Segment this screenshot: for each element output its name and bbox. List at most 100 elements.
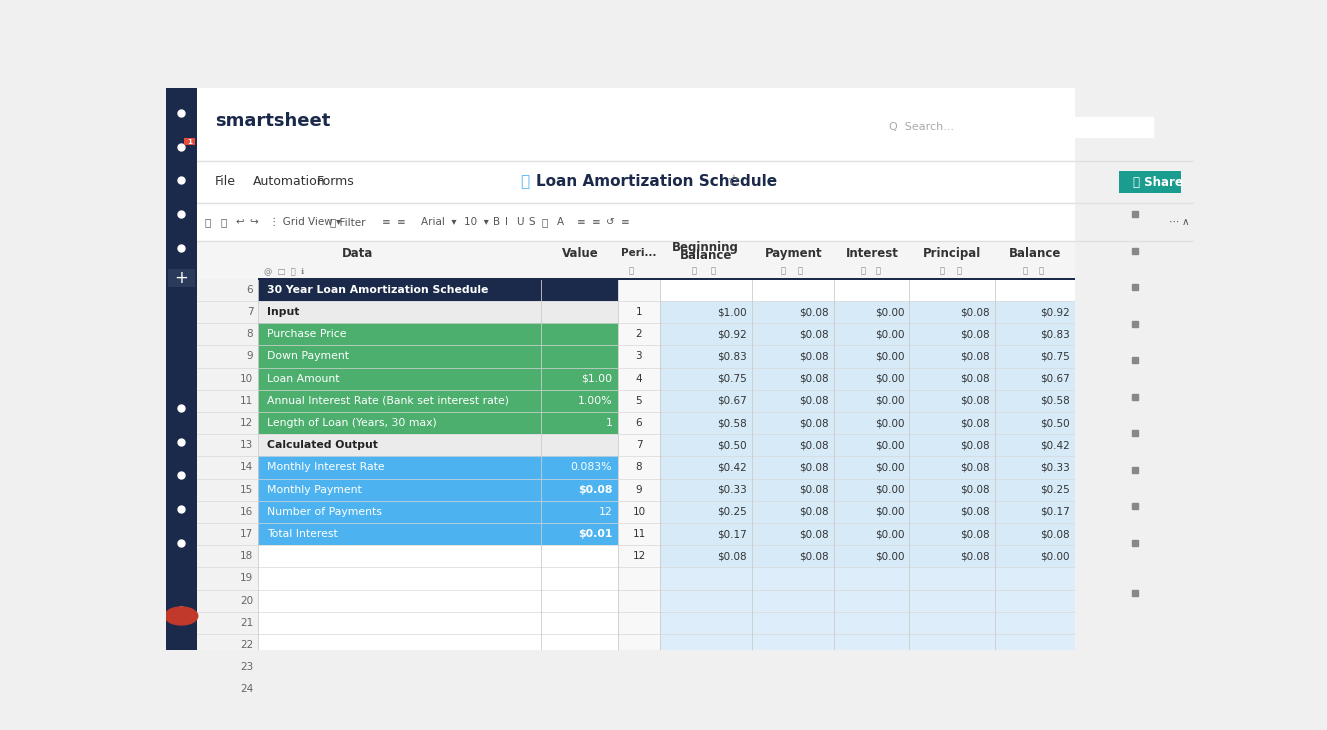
Text: ⎘: ⎘: [204, 217, 211, 227]
Text: Value: Value: [561, 247, 598, 260]
Text: Arial  ▾: Arial ▾: [421, 217, 456, 227]
Bar: [660, 434, 752, 456]
Text: 12: 12: [633, 551, 645, 561]
Bar: [618, 590, 660, 612]
Bar: [752, 456, 835, 479]
Bar: [995, 323, 1075, 345]
Text: $0.17: $0.17: [717, 529, 747, 539]
Bar: [259, 545, 541, 567]
Bar: [752, 590, 835, 612]
Text: 4: 4: [636, 374, 642, 384]
Bar: [541, 656, 618, 678]
Text: B: B: [492, 217, 500, 227]
Bar: [196, 279, 259, 301]
Bar: [909, 567, 995, 590]
Bar: [541, 345, 618, 367]
Text: 🔒: 🔒: [780, 266, 786, 276]
Text: $0.25: $0.25: [717, 507, 747, 517]
Bar: [618, 434, 660, 456]
Text: ≡: ≡: [577, 217, 587, 227]
Bar: [259, 279, 1075, 650]
Bar: [259, 678, 541, 701]
Text: Q  Search...: Q Search...: [889, 122, 954, 132]
Bar: [835, 367, 909, 390]
Bar: [541, 612, 618, 634]
Text: Input: Input: [267, 307, 299, 317]
Bar: [835, 612, 909, 634]
Bar: [909, 412, 995, 434]
Bar: [835, 678, 909, 701]
Text: 🔒: 🔒: [1023, 266, 1028, 276]
Text: Interest: Interest: [845, 247, 898, 260]
Text: Automation: Automation: [253, 175, 326, 188]
Text: ↺: ↺: [606, 217, 614, 227]
Bar: [995, 656, 1075, 678]
Bar: [541, 523, 618, 545]
Bar: [196, 161, 1194, 203]
Text: $0.50: $0.50: [1040, 418, 1070, 428]
Text: ≡: ≡: [382, 217, 390, 227]
Bar: [541, 390, 618, 412]
Text: U: U: [516, 217, 524, 227]
Bar: [835, 501, 909, 523]
Circle shape: [165, 607, 198, 625]
Text: Beginning: Beginning: [673, 241, 739, 254]
Bar: [196, 279, 259, 650]
Bar: [196, 634, 259, 656]
Bar: [909, 656, 995, 678]
Bar: [259, 479, 541, 501]
Text: $0.08: $0.08: [1040, 529, 1070, 539]
Bar: [995, 390, 1075, 412]
Text: 21: 21: [240, 618, 253, 628]
Bar: [196, 412, 259, 434]
Bar: [541, 412, 618, 434]
Text: $0.00: $0.00: [874, 329, 904, 339]
Bar: [1075, 88, 1194, 650]
Bar: [196, 612, 259, 634]
Text: $0.58: $0.58: [1040, 396, 1070, 406]
Text: $0.08: $0.08: [800, 307, 829, 317]
Text: 18: 18: [240, 551, 253, 561]
Bar: [259, 634, 541, 656]
Bar: [752, 479, 835, 501]
Bar: [196, 567, 259, 590]
Text: Total Interest: Total Interest: [267, 529, 337, 539]
Text: 9: 9: [636, 485, 642, 495]
Text: 3: 3: [636, 351, 642, 361]
Text: 23: 23: [240, 662, 253, 672]
Bar: [835, 434, 909, 456]
Text: $0.50: $0.50: [718, 440, 747, 450]
Text: $0.08: $0.08: [718, 551, 747, 561]
Bar: [618, 323, 660, 345]
Bar: [259, 434, 541, 456]
Text: 1: 1: [187, 139, 192, 145]
Bar: [184, 138, 195, 145]
Bar: [835, 456, 909, 479]
Text: @  □  📎  ℹ: @ □ 📎 ℹ: [264, 266, 304, 276]
Bar: [752, 634, 835, 656]
Bar: [259, 523, 541, 545]
Text: $0.08: $0.08: [800, 462, 829, 472]
Bar: [196, 279, 259, 650]
Bar: [196, 523, 259, 545]
Text: ↪: ↪: [249, 217, 257, 227]
Bar: [541, 567, 618, 590]
Text: 🔒: 🔒: [691, 266, 697, 276]
Text: 6: 6: [247, 285, 253, 295]
Bar: [259, 656, 541, 678]
Bar: [660, 479, 752, 501]
Bar: [166, 88, 196, 650]
Bar: [259, 567, 541, 590]
Text: 🖶: 🖶: [220, 217, 227, 227]
Bar: [541, 323, 618, 345]
Bar: [909, 434, 995, 456]
Bar: [196, 656, 259, 678]
Text: Forms: Forms: [317, 175, 354, 188]
Text: $0.67: $0.67: [1040, 374, 1070, 384]
Text: 10  ▾: 10 ▾: [464, 217, 488, 227]
Bar: [196, 241, 1194, 279]
Bar: [909, 390, 995, 412]
Text: ⧖ Filter: ⧖ Filter: [330, 217, 366, 227]
Text: $0.58: $0.58: [717, 418, 747, 428]
Text: $0.08: $0.08: [800, 329, 829, 339]
